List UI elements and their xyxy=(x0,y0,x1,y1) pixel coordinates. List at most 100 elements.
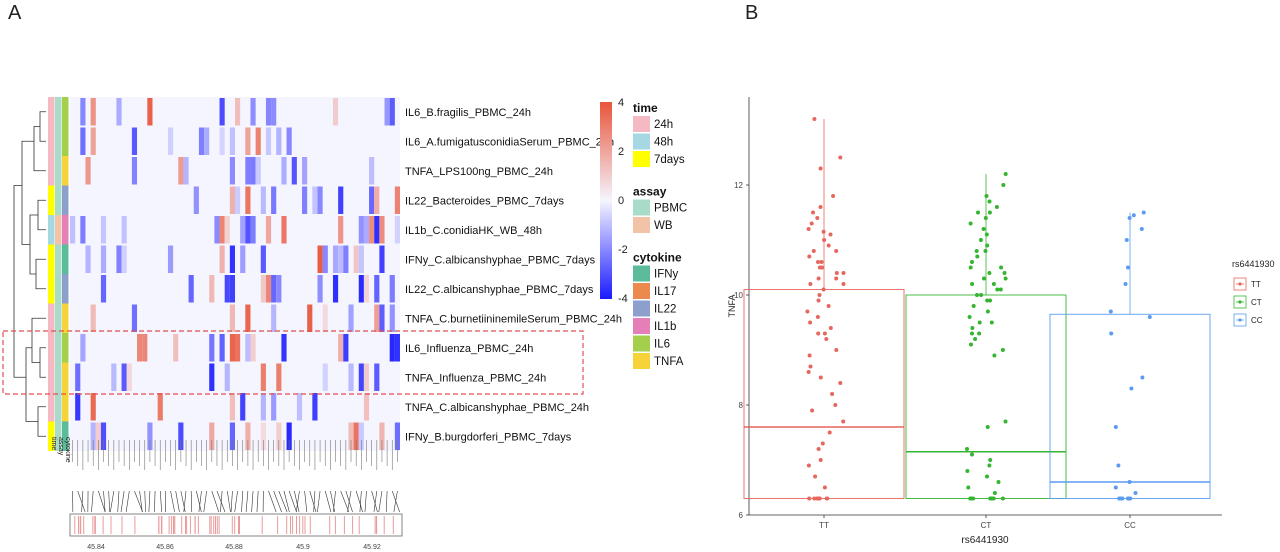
data-point-TT xyxy=(817,265,822,270)
color-scale-bar: 4 2 0 -2 -4 xyxy=(600,97,628,305)
data-point-CC xyxy=(1126,265,1130,270)
data-point-TT xyxy=(841,271,846,275)
cytokine-annotation-cell xyxy=(62,333,69,363)
data-point-CT xyxy=(970,282,975,286)
heatmap-row-label: IL6_Influenza_PBMC_24h xyxy=(405,343,533,355)
data-point-CC xyxy=(1129,386,1134,391)
legend-title-cytokine: cytokine xyxy=(633,251,682,265)
legend-swatch-IL22 xyxy=(633,300,650,317)
heatmap-cell xyxy=(343,334,349,362)
heatmap-cell xyxy=(363,275,370,303)
data-point-CT xyxy=(967,315,972,319)
heatmap-cell xyxy=(379,245,385,273)
heatmap-cell xyxy=(100,245,107,273)
assay-annotation-cell xyxy=(55,97,62,127)
heatmap-cell xyxy=(219,245,225,273)
legend-label-IL17: IL17 xyxy=(654,286,676,298)
heatmap-cell xyxy=(235,186,241,214)
data-point-CT xyxy=(987,210,992,215)
data-point-CT xyxy=(1002,271,1007,275)
data-point-CT xyxy=(998,287,1003,292)
dendrogram-branch xyxy=(13,185,26,378)
legend-title-assay: assay xyxy=(633,185,667,199)
time-annotation-cell xyxy=(48,274,55,304)
data-point-TT xyxy=(818,166,823,171)
legend-label-7days: 7days xyxy=(654,154,685,166)
data-point-CC xyxy=(1141,210,1146,215)
heatmap-row-label: IFNy_B.burgdorferi_PBMC_7days xyxy=(405,431,572,443)
legend-swatch-IL17 xyxy=(633,283,650,299)
snp-connector-line xyxy=(313,490,316,513)
time-annotation-cell xyxy=(48,215,55,245)
snp-connector-line xyxy=(330,490,336,513)
heatmap-cell xyxy=(250,216,256,244)
snp-connector-line xyxy=(340,490,350,513)
heatmap-cell xyxy=(276,127,282,155)
annotation-column-label: time xyxy=(50,437,57,450)
data-point-CT xyxy=(984,194,989,198)
data-point-TT xyxy=(818,458,823,462)
heatmap-cell xyxy=(276,363,282,391)
data-point-TT xyxy=(815,216,820,220)
heatmap-cell xyxy=(394,186,400,214)
data-point-TT xyxy=(828,232,833,237)
heatmap-cell xyxy=(338,186,344,214)
data-point-CT xyxy=(975,254,980,259)
data-point-CT xyxy=(979,293,984,297)
heatmap-cell xyxy=(224,216,230,244)
time-annotation-cell xyxy=(48,244,55,274)
highlight-box xyxy=(2,330,584,395)
heatmap-cell xyxy=(240,245,246,273)
heatmap-cell xyxy=(271,393,277,421)
snp-connector-line xyxy=(359,490,362,513)
snp-connector-line xyxy=(190,490,193,513)
heatmap-cell xyxy=(126,363,132,391)
data-point-TT xyxy=(834,276,839,281)
heatmap-cell xyxy=(379,304,385,332)
legend-swatch-7days xyxy=(633,151,650,167)
legend-key-dot xyxy=(1238,318,1242,322)
y-tick-label: 12 xyxy=(734,181,743,190)
data-point-CT xyxy=(970,260,974,264)
data-point-CT xyxy=(965,469,970,473)
data-point-CT xyxy=(968,265,973,270)
data-point-TT xyxy=(807,353,812,358)
heatmap-cell xyxy=(116,245,122,273)
heatmap-cell xyxy=(209,275,215,303)
heatmap-cell xyxy=(374,186,380,214)
dendrogram-branch xyxy=(39,111,46,142)
heatmap-cell xyxy=(374,304,380,332)
data-point-CC xyxy=(1108,309,1113,314)
heatmap-cell xyxy=(209,334,215,362)
data-point-TT xyxy=(807,254,812,259)
heatmap-cell xyxy=(260,245,266,273)
data-point-CC xyxy=(1113,485,1118,490)
heatmap-cell xyxy=(188,275,194,303)
heatmap-row-label: TNFA_LPS100ng_PBMC_24h xyxy=(405,166,553,178)
snp-connector-line xyxy=(268,490,277,513)
legend-swatch-24h xyxy=(633,116,650,132)
data-point-TT xyxy=(815,496,820,501)
cytokine-annotation-cell xyxy=(62,392,69,422)
data-point-TT xyxy=(806,463,811,468)
heatmap-cell xyxy=(389,334,395,362)
heatmap-cell xyxy=(147,98,153,126)
heatmap-cell xyxy=(389,98,395,126)
snp-connector-line xyxy=(332,490,336,513)
data-point-CC xyxy=(1124,238,1129,242)
snp-connector-line xyxy=(294,490,300,513)
data-point-TT xyxy=(838,381,843,385)
x-axis-title: rs6441930 xyxy=(961,535,1009,546)
heatmap-cell xyxy=(100,422,107,450)
data-point-TT xyxy=(811,210,815,215)
heatmap-cell xyxy=(245,216,251,244)
heatmap-cell xyxy=(131,304,138,332)
data-point-CC xyxy=(1116,463,1121,468)
legend-label-IL1b: IL1b xyxy=(654,321,676,333)
cytokine-annotation-cell xyxy=(62,274,69,304)
snp-connector-line xyxy=(385,490,388,513)
cytokine-annotation-cell xyxy=(62,244,69,274)
panel-label-b: B xyxy=(745,2,759,24)
snp-connector-line xyxy=(120,490,125,513)
data-point-TT xyxy=(807,496,812,501)
